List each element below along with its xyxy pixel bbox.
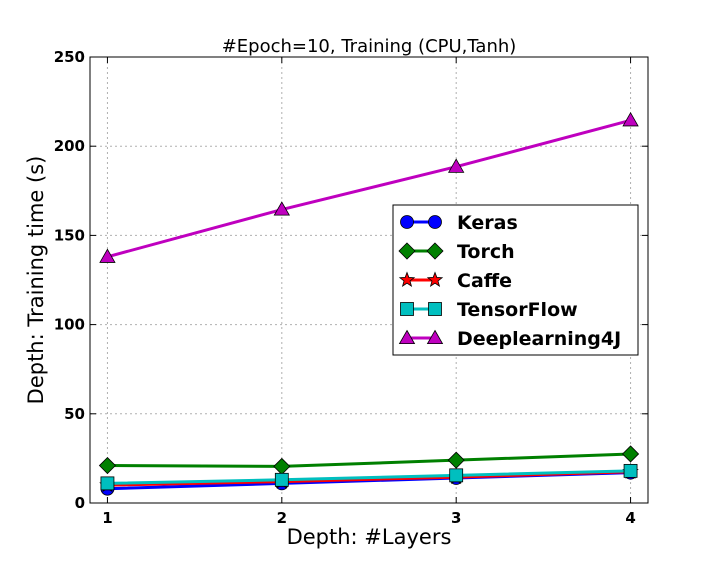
data-point [273, 201, 291, 216]
legend-item: Torch [398, 241, 515, 263]
data-point [623, 463, 638, 478]
legend-marker [398, 329, 416, 345]
legend-marker [398, 242, 416, 260]
legend-item: TensorFlow [400, 299, 578, 321]
legend-marker [426, 271, 444, 287]
chart-title: #Epoch=10, Training (CPU,Tanh) [222, 36, 517, 57]
data-point [100, 476, 115, 491]
x-tick-label: 4 [625, 509, 635, 527]
series-deeplearning4j [99, 112, 639, 263]
x-tick-label: 2 [277, 509, 287, 527]
legend-marker [398, 271, 416, 287]
data-point [447, 451, 465, 469]
data-point [621, 445, 640, 463]
legend-marker [400, 215, 414, 229]
legend-label: TensorFlow [457, 299, 578, 321]
series-line [107, 469, 631, 485]
legend-marker [426, 329, 444, 345]
legend-item: Caffe [398, 270, 512, 292]
series-torch [98, 445, 640, 475]
data-point [447, 158, 465, 173]
tick-layer: 0 50 100 150 200 250 1 2 3 4 [54, 48, 648, 527]
series-tensorflow [100, 463, 638, 491]
y-axis-label: Depth: Training time (s) [24, 156, 48, 405]
series-line [107, 452, 631, 468]
data-point [274, 472, 289, 487]
y-tick-label: 150 [54, 226, 85, 244]
y-tick-label: 50 [64, 405, 85, 423]
legend-marker [426, 242, 444, 260]
legend-marker [400, 302, 414, 316]
legend-label: Keras [457, 212, 518, 234]
legend-label: Deeplearning4J [457, 328, 621, 350]
legend-label: Caffe [457, 270, 512, 292]
plot-frame [89, 56, 649, 504]
y-tick-label: 250 [54, 48, 85, 66]
y-tick-label: 200 [54, 137, 85, 155]
legend-item: Deeplearning4J [398, 328, 621, 350]
legend-marker [428, 215, 442, 229]
data-point [98, 456, 117, 475]
legend-marker [428, 302, 442, 316]
legend-label: Torch [457, 241, 515, 263]
x-tick-label: 1 [102, 509, 112, 527]
series-layer [98, 112, 640, 496]
y-tick-label: 100 [54, 316, 85, 334]
legend-item: Keras [400, 212, 518, 234]
x-tick-label: 3 [451, 509, 461, 527]
series-line [107, 118, 631, 259]
legend: Keras Torch Caffe TensorFlow Deeplearning4J [392, 204, 639, 356]
data-point [99, 248, 116, 263]
data-point [449, 468, 464, 483]
data-point [622, 112, 639, 127]
x-axis-label: Depth: #Layers [287, 525, 452, 549]
y-tick-label: 0 [75, 494, 85, 512]
